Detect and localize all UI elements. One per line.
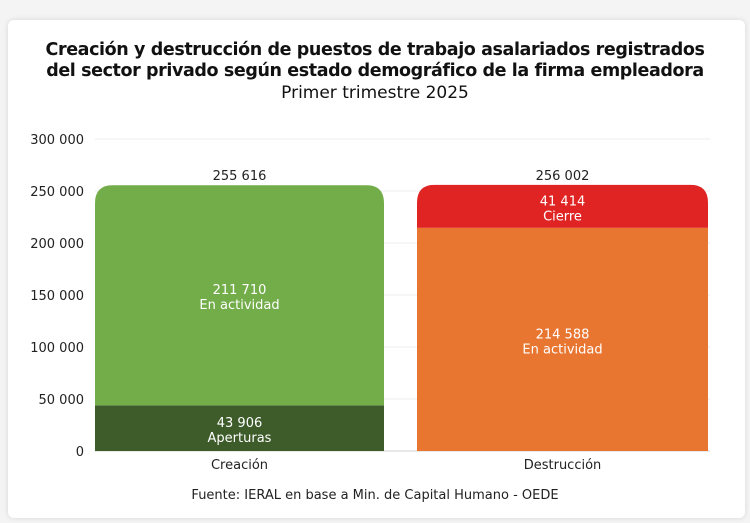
chart-subtitle: Primer trimestre 2025 [281, 83, 469, 103]
y-tick-label: 0 [76, 445, 84, 460]
segment-value-label: 41 414 [540, 194, 586, 209]
y-tick-label: 200 000 [30, 237, 84, 252]
bar-segment [95, 185, 384, 406]
chart-title-line-1: Creación y destrucción de puestos de tra… [45, 40, 705, 60]
y-tick-label: 150 000 [30, 289, 84, 304]
y-tick-label: 250 000 [30, 185, 84, 200]
y-tick-label: 100 000 [30, 341, 84, 356]
bar-segment [417, 184, 708, 228]
segment-name-label: Aperturas [208, 431, 272, 446]
chart-title: Creación y destrucción de puestos de tra… [0, 40, 750, 82]
x-tick-label: Creación [211, 458, 268, 473]
chart-source: Fuente: IERAL en base a Min. de Capital … [191, 488, 559, 503]
chart-title-line-2: del sector privado según estado demográf… [46, 61, 704, 81]
bar-segment [95, 405, 384, 451]
segment-value-label: 214 588 [536, 327, 590, 342]
segment-name-label: En actividad [522, 342, 602, 357]
bar-total-label: 256 002 [536, 169, 590, 184]
segment-name-label: Cierre [543, 209, 582, 224]
y-tick-label: 300 000 [30, 133, 84, 148]
segment-value-label: 211 710 [213, 283, 267, 298]
segment-name-label: En actividad [199, 298, 279, 313]
bar-total-label: 255 616 [213, 169, 267, 184]
x-tick-label: Destrucción [524, 458, 602, 473]
bar-segment [417, 227, 708, 451]
y-tick-label: 50 000 [39, 393, 85, 408]
segment-value-label: 43 906 [217, 416, 263, 431]
